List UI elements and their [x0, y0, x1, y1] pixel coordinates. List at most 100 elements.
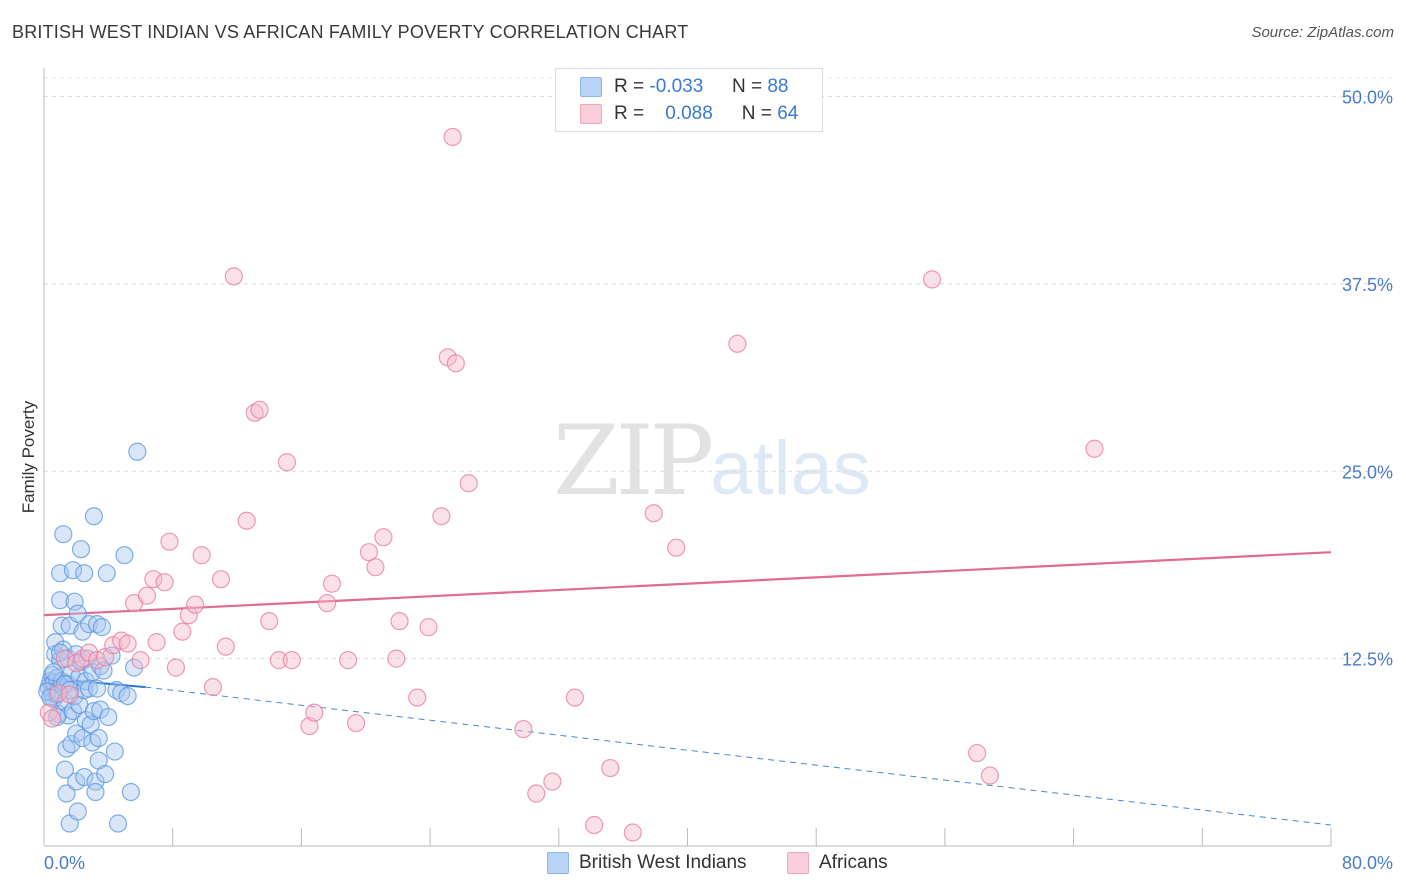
point-british-west-indians: [42, 666, 62, 685]
point-africans: [432, 507, 451, 526]
point-british-west-indians: [73, 728, 92, 748]
point-africans: [527, 784, 546, 803]
y-tick-label: 37.5%: [1342, 275, 1393, 295]
point-british-west-indians: [57, 784, 76, 803]
legend-swatch-pink: [580, 104, 602, 124]
point-africans: [459, 474, 478, 493]
point-africans: [585, 815, 604, 835]
point-africans: [237, 511, 256, 530]
point-british-west-indians: [94, 661, 113, 680]
watermark: ZIPatlas: [553, 405, 871, 517]
point-british-west-indians: [89, 728, 108, 748]
point-africans: [644, 504, 663, 523]
point-africans: [338, 651, 358, 670]
point-africans: [514, 719, 533, 739]
axis-labels: 12.5% 25.0% 37.5% 50.0% 0.0% 80.0% Family Pove…: [19, 88, 1393, 874]
point-africans: [155, 573, 174, 592]
point-british-west-indians: [86, 782, 105, 802]
point-africans: [269, 651, 288, 670]
point-british-west-indians: [128, 442, 147, 461]
point-africans: [160, 532, 179, 551]
point-africans: [565, 688, 584, 707]
bottom-legend-british-west-indians: British West Indians: [547, 852, 747, 874]
point-africans: [318, 594, 337, 613]
grid-lines: [44, 77, 1392, 660]
point-africans: [179, 606, 198, 625]
bottom-legend-swatch-blue: [547, 852, 569, 874]
x-tick-label-max: 80.0%: [1342, 853, 1393, 873]
point-british-west-indians: [107, 681, 126, 700]
point-british-west-indians: [68, 802, 87, 821]
legend-r-label: R =: [614, 103, 645, 124]
point-africans: [359, 543, 379, 562]
legend-n-label: N =: [731, 76, 763, 97]
point-africans: [346, 713, 366, 733]
point-africans: [446, 354, 465, 373]
point-british-west-indians: [115, 546, 134, 565]
legend-r-value: -0.033: [649, 76, 704, 97]
watermark-zip: ZIP: [553, 405, 714, 517]
point-british-west-indians: [63, 561, 83, 580]
point-british-west-indians: [121, 782, 140, 802]
point-british-west-indians: [71, 540, 91, 559]
point-africans: [543, 772, 562, 791]
y-tick-label: 50.0%: [1342, 88, 1393, 108]
legend-n-label: N =: [741, 103, 772, 124]
point-british-west-indians: [65, 592, 84, 611]
point-africans: [224, 267, 243, 286]
point-british-west-indians: [62, 734, 81, 754]
point-british-west-indians: [60, 681, 79, 700]
trend-line-africans: [43, 551, 1332, 617]
bottom-legend-swatch-pink: [787, 852, 809, 874]
point-africans: [387, 649, 406, 668]
point-africans: [144, 570, 163, 589]
trend-line-british-west-indians-extrapolated: [145, 686, 1332, 826]
point-africans: [922, 270, 942, 289]
point-africans: [443, 127, 462, 147]
point-africans: [419, 618, 438, 637]
point-africans: [192, 546, 211, 565]
point-africans: [211, 570, 231, 589]
point-africans: [166, 658, 186, 677]
point-africans: [260, 612, 279, 631]
point-africans: [216, 637, 235, 656]
point-british-west-indians: [50, 643, 70, 662]
point-africans: [147, 633, 166, 652]
point-british-west-indians: [75, 767, 94, 787]
point-africans: [55, 649, 75, 668]
bottom-legend-africans: Africans: [787, 852, 888, 874]
point-british-west-indians: [54, 525, 73, 544]
bottom-legend-label: Africans: [819, 852, 888, 873]
bottom-legend-label: British West Indians: [579, 852, 747, 873]
point-africans: [980, 766, 1000, 785]
point-africans: [250, 400, 269, 419]
x-tick-label-min: 0.0%: [44, 853, 85, 873]
point-british-west-indians: [96, 764, 115, 784]
point-africans: [667, 538, 686, 557]
point-africans: [623, 823, 642, 842]
point-british-west-indians: [108, 814, 128, 833]
point-africans: [137, 586, 157, 605]
chart-title: BRITISH WEST INDIAN VS AFRICAN FAMILY PO…: [12, 22, 689, 42]
point-british-west-indians: [73, 622, 92, 641]
legend-n-value: 88: [767, 76, 789, 97]
legend-row-africans: R = 0.088 N = 64: [580, 101, 798, 127]
data-points: [38, 127, 1104, 842]
point-british-west-indians: [44, 663, 63, 682]
point-africans: [366, 558, 385, 577]
point-africans: [131, 651, 150, 670]
point-british-west-indians: [50, 591, 70, 610]
point-british-west-indians: [87, 679, 107, 698]
point-british-west-indians: [55, 760, 75, 779]
point-british-west-indians: [81, 715, 100, 734]
point-british-west-indians: [55, 675, 75, 694]
legend-r-value: 0.088: [665, 103, 713, 124]
point-british-west-indians: [97, 564, 116, 583]
point-africans: [245, 403, 264, 422]
point-africans: [203, 678, 223, 697]
point-british-west-indians: [99, 707, 118, 727]
point-british-west-indians: [84, 507, 103, 526]
legend-swatch-blue: [580, 77, 602, 97]
y-tick-label: 25.0%: [1342, 462, 1393, 482]
